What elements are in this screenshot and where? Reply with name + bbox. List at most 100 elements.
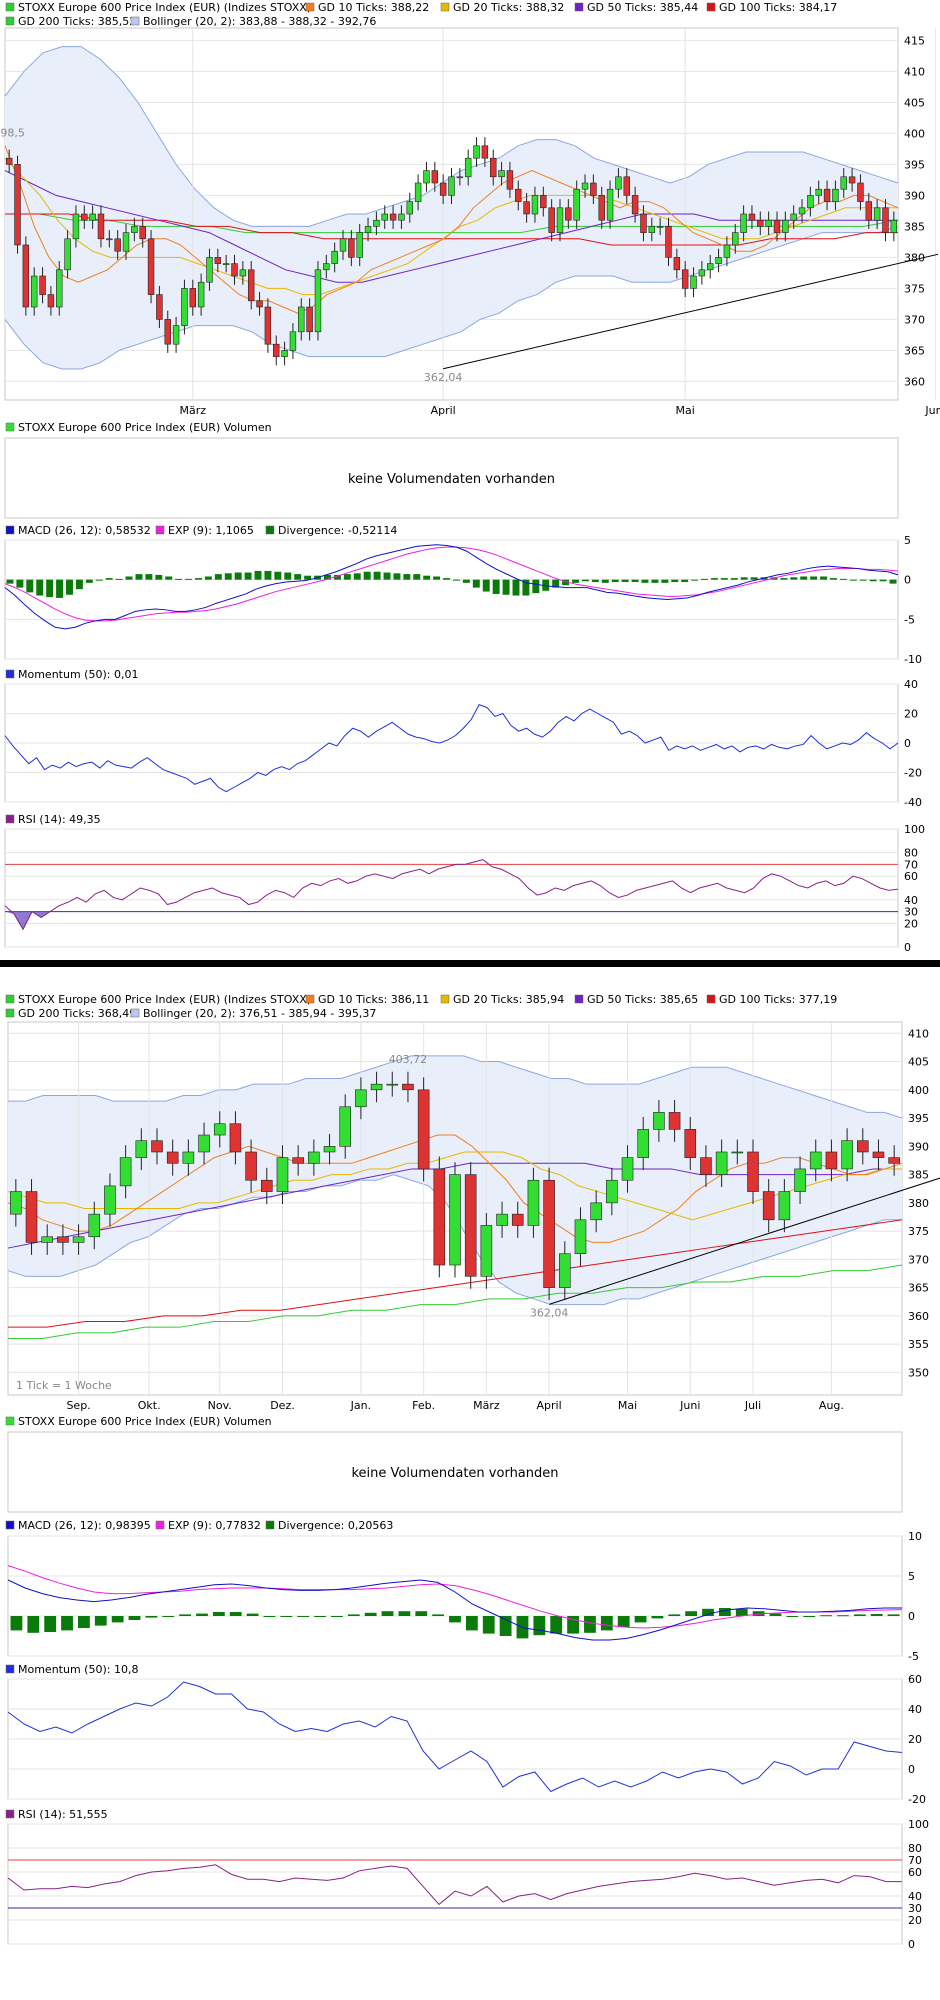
divergence-bar: [145, 1616, 158, 1618]
y-tick-label: -10: [904, 653, 922, 666]
candle-body: [306, 306, 313, 333]
candle-body: [439, 182, 447, 196]
divergence-bar: [304, 575, 312, 580]
y-tick-label: 405: [904, 96, 925, 109]
candle-body: [798, 207, 806, 215]
candle-body: [276, 1157, 289, 1192]
divergence-bar: [634, 1616, 647, 1623]
candle-body: [339, 1106, 351, 1147]
y-tick-label: 0: [908, 1763, 915, 1776]
candle-body: [172, 325, 180, 345]
y-tick-label: 365: [904, 344, 925, 357]
candle-body: [88, 1213, 101, 1238]
divergence-bar: [364, 1612, 377, 1616]
candle-body: [256, 300, 263, 308]
divergence-bar: [10, 1616, 23, 1631]
candle-body: [89, 213, 96, 221]
rsi-30-label: 30: [904, 906, 918, 919]
candle-body: [700, 1157, 712, 1175]
candle-body: [339, 238, 347, 252]
volume-plot-frame: [4, 437, 899, 519]
candle-body: [648, 226, 656, 233]
candle-body: [615, 176, 622, 190]
y-tick-label: 360: [904, 375, 925, 388]
candle-body: [523, 201, 530, 215]
divergence-bar: [185, 578, 193, 580]
candle-body: [213, 1123, 226, 1136]
candle-body: [464, 1174, 477, 1277]
candle-body: [164, 319, 171, 345]
y-tick-label: 20: [908, 1914, 922, 1927]
candle-body: [740, 213, 747, 233]
gd200-line: [8, 1264, 903, 1339]
section-divider: [0, 960, 940, 967]
y-tick-label: 60: [904, 870, 918, 883]
divergence-bar: [499, 1616, 512, 1636]
x-tick-label: Aug.: [819, 1399, 844, 1412]
y-tick-label: 20: [908, 1733, 922, 1746]
rsi-legend-label: RSI (14): 49,35: [18, 813, 101, 826]
candle-body: [857, 182, 864, 202]
candle-body: [773, 219, 781, 233]
candle-body: [757, 219, 764, 227]
candle-body: [314, 269, 322, 333]
divergence-bar: [175, 578, 183, 580]
volume-legend-label: STOXX Europe 600 Price Index (EUR) Volum…: [18, 421, 272, 434]
divergence-bar: [27, 1616, 40, 1633]
divergence-bar: [432, 1614, 445, 1616]
divergence-bar: [263, 1616, 276, 1617]
y-tick-label: 0: [904, 574, 911, 587]
divergence-bar: [600, 1616, 613, 1631]
candle-body: [41, 1236, 54, 1243]
divergence-bar: [750, 577, 758, 580]
divergence-bar: [492, 579, 500, 594]
momentum-line: [4, 704, 899, 793]
candle-body: [273, 343, 280, 357]
candle-body: [888, 1157, 900, 1164]
y-tick-label: 100: [908, 1818, 929, 1831]
y-tick-label: 375: [908, 1225, 929, 1238]
candle-body: [289, 331, 297, 351]
candle-body: [841, 1140, 853, 1170]
divergence-bar: [611, 579, 619, 583]
y-tick-label: 20: [904, 708, 918, 721]
x-tick-label: April: [431, 404, 456, 417]
divergence-bar: [803, 1616, 816, 1617]
legend-swatch: [5, 1008, 15, 1018]
candle-body: [308, 1151, 320, 1164]
divergence-bar: [333, 574, 341, 580]
divergence-bar: [472, 579, 480, 588]
divergence-bar: [179, 1614, 192, 1616]
candle-body: [39, 275, 46, 295]
candle-body: [64, 238, 71, 271]
x-tick-label: Sep.: [66, 1399, 90, 1412]
legend-label: Divergence: -0,52114: [278, 524, 397, 537]
candle-body: [606, 1179, 618, 1204]
candle-body: [131, 226, 138, 233]
candle-body: [848, 176, 856, 184]
divergence-bar: [790, 577, 798, 580]
candle-body: [449, 1174, 461, 1266]
candle-body: [790, 213, 797, 221]
divergence-bar: [800, 576, 808, 580]
candle-body: [181, 288, 188, 326]
divergence-bar: [542, 579, 550, 591]
legend-swatch: [5, 1416, 15, 1426]
divergence-bar: [810, 576, 818, 580]
divergence-bar: [246, 1613, 259, 1616]
divergence-bar: [452, 579, 460, 581]
candle-body: [182, 1151, 195, 1164]
y-tick-label: 385: [908, 1169, 929, 1182]
candle-body: [156, 294, 163, 320]
divergence-bar: [343, 574, 351, 580]
divergence-bar: [567, 1616, 579, 1634]
legend-swatch: [5, 1809, 15, 1819]
divergence-bar: [214, 574, 222, 580]
candle-body: [543, 1179, 555, 1288]
legend-swatch: [440, 994, 450, 1004]
candle-body: [825, 1151, 838, 1170]
divergence-bar: [839, 578, 847, 580]
y-tick-label: 40: [904, 678, 918, 691]
y-tick-label: 400: [908, 1084, 929, 1097]
divergence-bar: [115, 578, 123, 580]
